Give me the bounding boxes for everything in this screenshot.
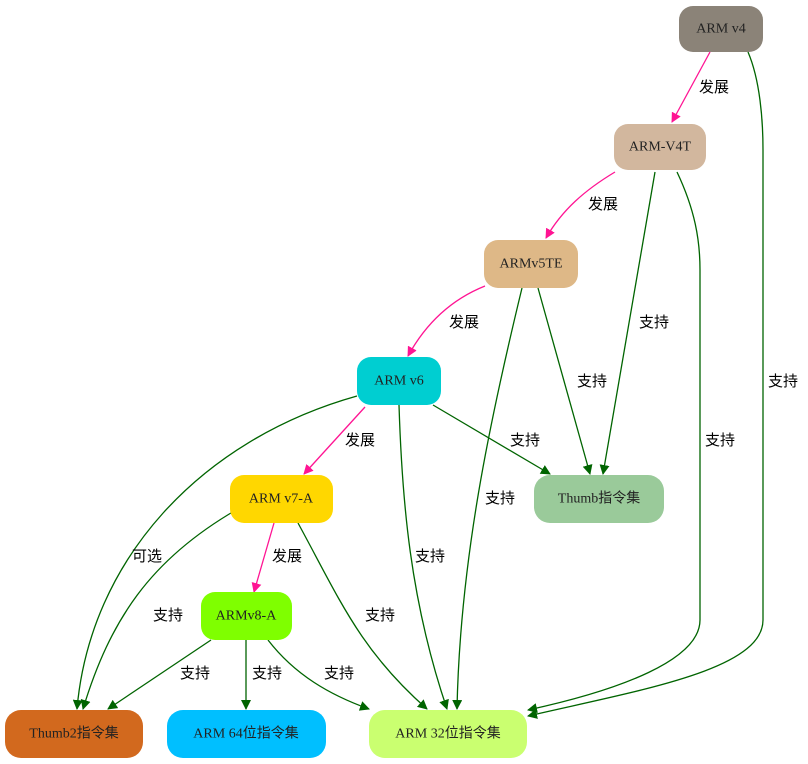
node-arm-v7a: ARM v7-A	[230, 475, 333, 523]
edge-v6-v7a: 发展	[303, 406, 375, 475]
edge-label: 支持	[639, 313, 669, 331]
svg-text:ARM 64位指令集: ARM 64位指令集	[193, 725, 298, 742]
edge-label: 发展	[588, 195, 618, 213]
node-thumb: Thumb指令集	[534, 475, 664, 523]
svg-text:ARMv8-A: ARMv8-A	[216, 609, 278, 624]
edge-v8a-arm32: 支持	[267, 639, 370, 711]
edge-v6-thumb: 支持	[432, 404, 551, 475]
edge-v5te-thumb: 支持	[537, 287, 607, 475]
edge-label: 发展	[449, 313, 479, 331]
edge-label: 支持	[510, 431, 540, 449]
edge-label: 支持	[485, 489, 515, 507]
svg-text:ARMv5TE: ARMv5TE	[500, 257, 563, 272]
edge-label: 支持	[577, 372, 607, 390]
edge-v4t-v5te: 发展	[545, 171, 618, 239]
edge-v8a-arm64: 支持	[241, 640, 282, 710]
edge-label: 支持	[252, 664, 282, 682]
edge-v6-arm32: 支持	[398, 404, 449, 710]
svg-text:ARM 32位指令集: ARM 32位指令集	[395, 725, 500, 742]
edge-label: 支持	[153, 606, 183, 624]
edge-label: 支持	[415, 547, 445, 565]
node-arm-v4t: ARM-V4T	[614, 124, 706, 170]
edge-label: 支持	[365, 606, 395, 624]
svg-text:ARM v7-A: ARM v7-A	[249, 492, 314, 507]
svg-text:ARM v6: ARM v6	[374, 374, 423, 389]
svg-text:Thumb指令集: Thumb指令集	[558, 490, 640, 507]
edge-v6-thumb2: 可选	[72, 395, 358, 710]
edge-v5te-v6: 发展	[407, 285, 486, 357]
edge-label: 支持	[324, 664, 354, 682]
edge-v5te-arm32: 支持	[452, 287, 523, 710]
edge-v7a-arm32: 支持	[297, 522, 428, 710]
edge-label: 可选	[132, 547, 162, 565]
edge-v7a-v8a: 发展	[251, 522, 302, 593]
node-arm-v4: ARM v4	[679, 6, 763, 52]
edge-v4t-thumb: 支持	[599, 171, 669, 475]
node-armv5te: ARMv5TE	[484, 240, 578, 288]
node-arm64: ARM 64位指令集	[167, 710, 326, 758]
node-arm32: ARM 32位指令集	[369, 710, 527, 758]
svg-text:ARM v4: ARM v4	[696, 22, 745, 37]
edge-label: 发展	[272, 547, 302, 565]
node-thumb2: Thumb2指令集	[5, 710, 143, 758]
edge-label: 支持	[180, 664, 210, 682]
edge-v4t-arm32: 支持	[527, 171, 735, 713]
edge-label: 支持	[768, 372, 798, 390]
edge-label: 发展	[699, 78, 729, 96]
node-armv8a: ARMv8-A	[201, 592, 292, 640]
svg-text:Thumb2指令集: Thumb2指令集	[29, 725, 118, 742]
edge-v7a-thumb2: 支持	[80, 509, 237, 710]
edge-v8a-thumb2: 支持	[107, 639, 212, 710]
edge-label: 支持	[705, 431, 735, 449]
node-arm-v6: ARM v6	[357, 357, 441, 405]
edge-v4-arm32: 支持	[527, 51, 798, 719]
edge-label: 发展	[345, 431, 375, 449]
edge-v4-v4t: 发展	[671, 51, 729, 123]
svg-text:ARM-V4T: ARM-V4T	[629, 140, 692, 155]
